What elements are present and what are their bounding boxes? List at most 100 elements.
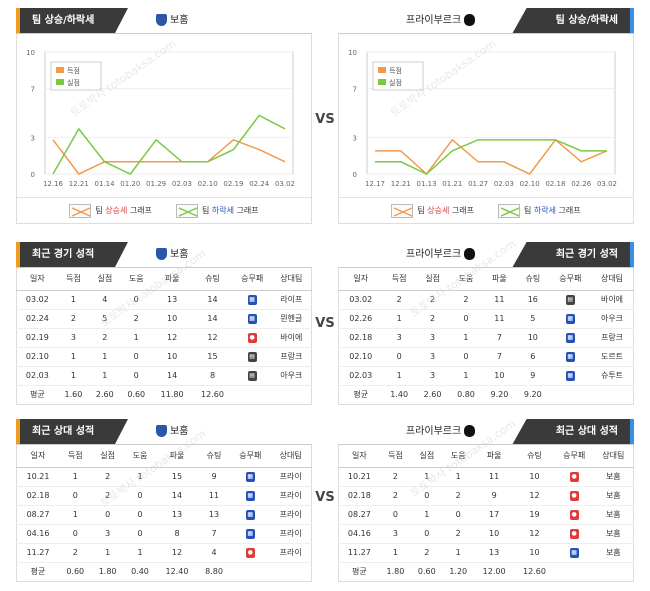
x-tick-label: 03.02: [275, 180, 295, 188]
column-header: 일자: [338, 268, 383, 291]
table-row: 03.02 2 2 2 11 16 ▤ 바이에: [338, 290, 634, 310]
result-loss-icon: ●: [245, 548, 255, 558]
result-win-icon: ▦: [565, 352, 575, 362]
table-row: 04.16 0 3 0 8 7 ▦ 프라이: [16, 524, 312, 544]
away-trend-svg: 0 3 7 10 12.17 12.21 01.13 01.21 01.27 02.03 02.10…: [348, 49, 617, 188]
table-row: 02.10 0 3 0 7 6 ▦ 도르트: [338, 347, 634, 367]
column-header: 상대팀: [593, 445, 634, 468]
legend-box: [372, 61, 424, 91]
column-header: 실점: [411, 445, 443, 468]
legend-swatch: [56, 79, 64, 85]
result-win-icon: ▦: [245, 529, 255, 539]
bochum-crest-icon: [156, 14, 167, 26]
result-win-icon: ▦: [565, 371, 575, 381]
x-tick-label: 01.29: [146, 180, 166, 188]
home-recent-panel: 최근 경기 성적 보훔 일자 득점 실점 도움 파울 슈팅 승무패 상대팀 03.02 1 4 0 13…: [16, 242, 312, 405]
x-tick-label: 03.02: [597, 180, 617, 188]
x-tick-label: 12.16: [43, 180, 64, 188]
result-draw-icon: ▤: [565, 295, 575, 305]
result-loss-icon: ●: [569, 472, 579, 482]
x-tick-label: 12.21: [391, 180, 411, 188]
bochum-crest-icon: [156, 248, 167, 260]
column-header: 실점: [91, 445, 124, 468]
home-h2h-panel: 최근 상대 성적 보훔 일자 득점 실점 도움 파울 슈팅 승무패 상대팀 10.21 1 2 1 15…: [16, 419, 312, 582]
rise-graph-legend: 팀 상승세 그래프: [391, 203, 474, 218]
y-tick-label: 0: [31, 171, 35, 179]
column-header: 도움: [120, 268, 152, 291]
result-loss-icon: ●: [569, 529, 579, 539]
table-row: 02.03 1 1 0 14 8 ▤ 아우크: [16, 366, 312, 386]
x-tick-label: 02.24: [249, 180, 270, 188]
fall-graph-legend: 팀 하락세 그래프: [498, 203, 581, 218]
y-tick-label: 7: [31, 86, 35, 94]
x-tick-label: 01.21: [442, 180, 462, 188]
y-tick-label: 3: [353, 134, 357, 142]
column-header: 득점: [59, 445, 92, 468]
column-header: 득점: [57, 268, 90, 291]
x-tick-label: 02.10: [198, 180, 218, 188]
column-header: 승무패: [232, 268, 272, 291]
trend-tab-label: 팀 상승/하락세: [512, 8, 634, 34]
home-trend-panel: 팀 상승/하락세 보훔 0 3 7 10 12.16 12.21 01.14 01.20 01.…: [16, 8, 312, 224]
fall-graph-icon: [176, 203, 198, 218]
rise-graph-icon: [69, 203, 92, 218]
legend-label: 실점: [67, 78, 80, 87]
legend-swatch: [56, 67, 64, 73]
vs-label: VS: [315, 112, 335, 127]
y-tick-label: 0: [353, 171, 357, 179]
average-row: 평균 0.60 1.80 0.40 12.40 8.80: [30, 567, 223, 576]
table-row: 08.27 1 0 0 13 13 ▦ 프라이: [16, 505, 312, 525]
x-tick-label: 01.14: [95, 180, 116, 188]
home-trend-chart: 0 3 7 10 12.16 12.21 01.14 01.20 01.29 02.03 02.10…: [16, 34, 312, 224]
fall-graph-icon: [498, 203, 520, 218]
column-header: 파울: [156, 445, 198, 468]
y-tick-label: 7: [353, 86, 357, 94]
x-tick-label: 12.21: [69, 180, 89, 188]
result-win-icon: ▦: [245, 472, 255, 482]
result-win-icon: ▦: [247, 295, 257, 305]
column-header: 도움: [123, 445, 157, 468]
away-recent-table: 일자 득점 실점 도움 파울 슈팅 승무패 상대팀 03.02 2 2 2 11 16 ▤ 바이에 02.26 1…: [338, 268, 634, 405]
table-row: 11.27 2 1 1 12 4 ● 프라이: [16, 543, 312, 563]
x-tick-label: 02.18: [545, 180, 565, 188]
column-header: 상대팀: [270, 445, 312, 468]
x-tick-label: 02.03: [172, 180, 192, 188]
x-tick-label: 01.13: [417, 180, 437, 188]
away-trend-chart: 0 3 7 10 12.17 12.21 01.13 01.21 01.27 02.03 02.10…: [338, 34, 634, 224]
conceded-series-line: [52, 114, 286, 175]
vs-label: VS: [315, 316, 335, 331]
y-tick-label: 10: [348, 49, 357, 57]
table-row: 10.21 2 1 1 11 10 ● 보훔: [338, 467, 634, 487]
result-draw-icon: ▤: [247, 352, 257, 362]
average-row: 평균 1.80 0.60 1.20 12.00 12.60: [352, 567, 546, 576]
legend-swatch: [378, 79, 386, 85]
column-header: 일자: [338, 445, 380, 468]
table-row: 10.21 1 2 1 15 9 ▦ 프라이: [16, 467, 312, 487]
freiburg-crest-icon: [464, 248, 476, 260]
chart-footer-legend: 팀 상승세 그래프 팀 하락세 그래프: [17, 197, 311, 223]
h2h-tab-label: 최근 상대 성적: [16, 419, 128, 445]
result-win-icon: ▦: [245, 491, 255, 501]
away-recent-panel: 프라이부르크 최근 경기 성적 일자 득점 실점 도움 파울 슈팅 승무패 상대팀 03.02 2…: [338, 242, 634, 405]
column-header: 도움: [442, 445, 474, 468]
column-header: 파울: [473, 445, 515, 468]
home-recent-table: 일자 득점 실점 도움 파울 슈팅 승무패 상대팀 03.02 1 4 0 13 14 ▦ 라이프 02.24 2…: [16, 268, 312, 405]
freiburg-crest-icon: [464, 14, 476, 26]
result-draw-icon: ▤: [247, 371, 257, 381]
table-row: 02.24 2 5 2 10 14 ▦ 뮌헨글: [16, 309, 312, 329]
column-header: 득점: [382, 268, 416, 291]
rise-graph-legend: 팀 상승세 그래프: [69, 203, 152, 218]
column-header: 도움: [449, 268, 483, 291]
freiburg-crest-icon: [464, 425, 476, 437]
column-header: 실점: [89, 268, 121, 291]
average-row: 평균 1.60 2.60 0.60 11.80 12.60: [30, 390, 224, 399]
table-row: 02.19 3 2 1 12 12 ● 바이에: [16, 328, 312, 348]
home-trend-svg: 0 3 7 10 12.16 12.21 01.14 01.20 01.29 02.03 02.10…: [26, 49, 295, 188]
scored-series-line: [52, 138, 286, 175]
column-header: 슈팅: [514, 445, 555, 468]
column-header: 득점: [379, 445, 412, 468]
table-row: 08.27 0 1 0 17 19 ● 보훔: [338, 505, 634, 525]
table-row: 02.18 3 3 1 7 10 ▦ 프랑크: [338, 328, 634, 348]
home-team-name: 보훔: [156, 8, 188, 34]
h2h-tab-label: 최근 상대 성적: [512, 419, 634, 445]
